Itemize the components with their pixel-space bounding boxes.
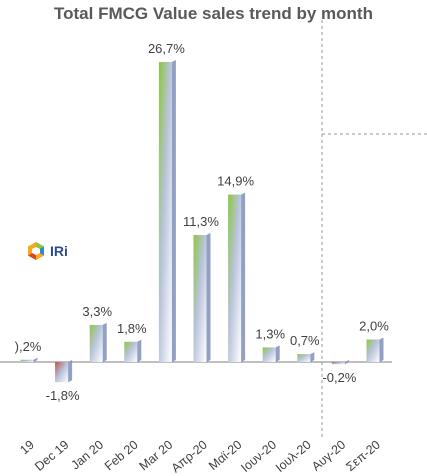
bar-face	[89, 324, 103, 362]
bar-face	[297, 354, 311, 362]
x-tick-label: Μαϊ-20	[206, 438, 245, 473]
bar-face	[228, 194, 242, 362]
bar	[124, 339, 142, 362]
bar-side	[241, 192, 246, 362]
bar-side	[310, 352, 315, 362]
chart-title: Total FMCG Value sales trend by month	[54, 4, 373, 23]
bar-side	[68, 360, 73, 383]
bar	[158, 60, 176, 362]
bar-face	[158, 62, 172, 362]
x-tick-label: Ιουλ-20	[273, 438, 314, 475]
bar	[55, 360, 73, 383]
data-label: -0,2%	[322, 370, 356, 385]
data-label: -1,8%	[46, 388, 80, 403]
bar-side	[171, 60, 176, 362]
data-label: ),2%	[15, 339, 42, 354]
bar	[297, 352, 315, 362]
bar	[193, 233, 211, 362]
x-tick-label: Dec 19	[32, 438, 71, 474]
bar-face	[331, 362, 345, 365]
data-label: 1,3%	[255, 326, 285, 341]
x-tick-label: Αυγ-20	[309, 438, 348, 474]
bar-side	[206, 233, 211, 362]
bar	[89, 322, 107, 362]
data-label: 0,7%	[290, 333, 320, 348]
bar	[20, 357, 38, 362]
bar-side	[379, 337, 384, 362]
bar-face	[20, 359, 34, 362]
x-tick-label: 19	[17, 438, 37, 458]
data-label: 11,3%	[183, 214, 219, 229]
iri-logo: IRi	[26, 241, 68, 261]
bar-face	[262, 347, 276, 362]
bar	[262, 345, 280, 362]
x-tick-label: Feb 20	[102, 438, 141, 474]
data-label: 26,7%	[148, 41, 185, 56]
data-label: 2,0%	[359, 319, 389, 334]
bar-face	[193, 235, 207, 362]
bar	[228, 192, 246, 362]
bar-face	[55, 362, 69, 383]
bar	[331, 360, 349, 365]
data-label: 14,9%	[217, 174, 254, 189]
iri-logo-icon	[28, 242, 44, 260]
x-tick-label: Mar 20	[137, 438, 176, 474]
x-tick-label: Σεπ-20	[343, 438, 383, 474]
bar-side	[137, 339, 142, 362]
data-label: 3,3%	[82, 304, 112, 319]
data-label: 1,8%	[117, 321, 147, 336]
bar-side	[275, 345, 280, 362]
bar-side	[33, 357, 38, 362]
x-tick-label: Απρ-20	[169, 438, 210, 476]
bar	[366, 337, 384, 362]
bar-side	[344, 360, 349, 365]
bar-face	[366, 339, 380, 362]
iri-logo-text: IRi	[50, 243, 68, 259]
bar-face	[124, 341, 138, 362]
x-tick-label: Ιουν-20	[238, 438, 279, 475]
x-tick-label: Jan 20	[68, 438, 106, 473]
bar-side	[102, 322, 107, 362]
